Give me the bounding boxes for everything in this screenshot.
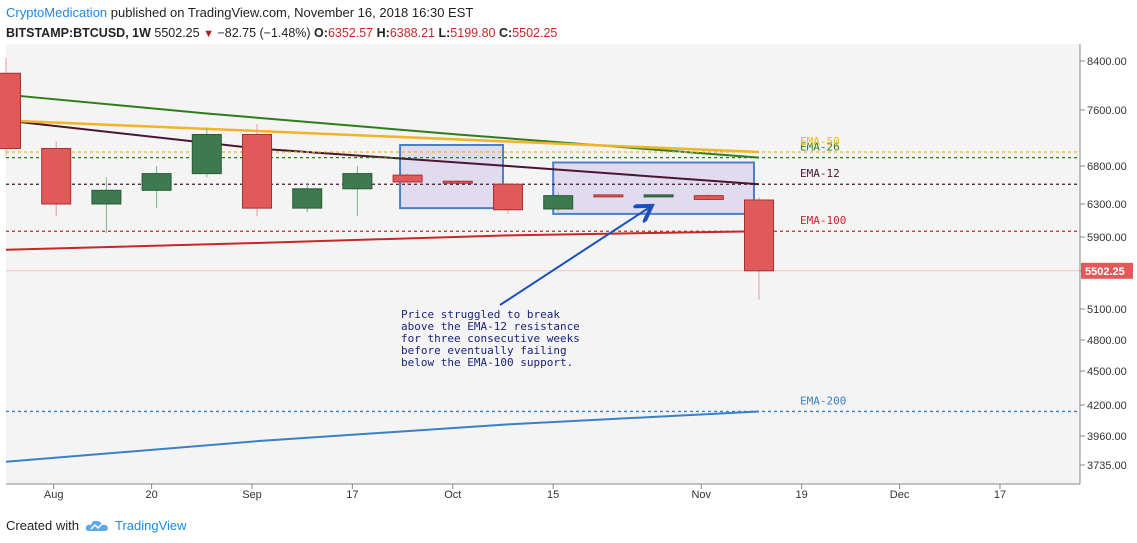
annotation-line: above the EMA-12 resistance (401, 320, 580, 333)
x-tick-label: Nov (691, 489, 711, 501)
x-tick-label: 19 (796, 489, 808, 501)
x-tick-label: 17 (346, 489, 358, 501)
x-tick-label: 20 (145, 489, 157, 501)
down-triangle-icon: ▼ (203, 28, 214, 40)
open-label: O: (314, 26, 328, 40)
ema-label: EMA-12 (800, 167, 840, 180)
low-value: 5199.80 (450, 26, 496, 40)
x-tick-label: 17 (994, 489, 1006, 501)
low-label: L: (438, 26, 451, 40)
close-value: 5502.25 (512, 26, 558, 40)
close-label: C: (498, 26, 513, 40)
plot-area[interactable] (6, 44, 1080, 484)
created-with-text: Created with (6, 518, 79, 533)
last-price-label: 5502.25 (1085, 266, 1125, 278)
candle-body (91, 189, 122, 205)
y-tick-label: 4200.00 (1087, 400, 1127, 412)
last-price: 5502.25 (154, 26, 200, 40)
chart-header: CryptoMedication published on TradingVie… (6, 4, 557, 42)
y-tick-label: 3960.00 (1087, 431, 1127, 443)
candle-body (191, 134, 222, 175)
candle-body (392, 174, 423, 183)
candle-body (693, 195, 724, 200)
open-value: 6352.57 (327, 26, 374, 40)
candle-body (442, 180, 473, 184)
candle-body (493, 183, 523, 211)
x-axis[interactable]: Aug 20 Sep 17 Oct 15 Nov 19 Dec 17 (44, 484, 1006, 501)
x-tick-label: 15 (547, 489, 559, 501)
y-tick-label: 4800.00 (1087, 335, 1127, 347)
y-tick-label: 8400.00 (1087, 56, 1127, 68)
ema-label: EMA-100 (800, 214, 846, 227)
last-price-badge (1081, 262, 1133, 279)
candle-body (593, 194, 624, 198)
publish-line: CryptoMedication published on TradingVie… (6, 4, 557, 22)
candle-body (292, 188, 323, 209)
x-tick-label: Sep (242, 489, 262, 501)
candle-body (643, 194, 674, 198)
annotation-group: Price struggled to break above the EMA-12… (401, 207, 650, 369)
candle-body (242, 134, 272, 209)
y-tick-label: 6800.00 (1087, 161, 1127, 173)
ema-curve (5, 410, 760, 463)
annotation-line: for three consecutive weeks (401, 332, 580, 345)
ema-curve (5, 119, 760, 154)
y-axis[interactable]: 8400.007600.006800.006300.005900.005500.… (1080, 56, 1133, 472)
range-box-october (552, 161, 755, 215)
candle-body (744, 199, 774, 272)
annotation-line: Price struggled to break (401, 308, 560, 321)
tradingview-cloud-icon (85, 520, 108, 531)
annotation-line: before eventually failing (401, 344, 567, 357)
author-link[interactable]: CryptoMedication (6, 5, 108, 20)
ema-curve (5, 230, 760, 251)
published-text: published on TradingView.com, November 1… (110, 5, 474, 20)
candle-body (0, 72, 21, 149)
y-tick-label: 7600.00 (1087, 105, 1127, 117)
candle-body (543, 195, 574, 210)
annotation-note: Price struggled to break above the EMA-12… (401, 308, 580, 369)
symbol-label: BITSTAMP:BTCUSD, 1W (6, 26, 151, 40)
y-tick-label: 4500.00 (1087, 366, 1127, 378)
y-tick-label: 3735.00 (1087, 460, 1127, 472)
y-tick-label: 6300.00 (1087, 199, 1127, 211)
ema-label: EMA-200 (800, 394, 846, 407)
candle-body (141, 173, 172, 191)
ema-label: EMA-50 (800, 135, 840, 148)
ema-curve (5, 119, 760, 186)
footer: Created with TradingView (6, 516, 187, 536)
high-label: H: (376, 26, 390, 40)
ohlc-line: BITSTAMP:BTCUSD, 1W 5502.25 ▼ −82.75 (−1… (6, 24, 557, 42)
candle-body (342, 173, 373, 190)
y-tick-label: 5100.00 (1087, 304, 1127, 316)
annotation-line: below the EMA-100 support. (401, 356, 573, 369)
y-tick-label: 5900.00 (1087, 232, 1127, 244)
price-change: −82.75 (−1.48%) (217, 26, 311, 40)
candle-body (41, 148, 72, 205)
x-tick-label: Dec (890, 489, 910, 501)
x-tick-label: Aug (44, 489, 64, 501)
candles (0, 57, 774, 300)
ema-label: EMA-26 (800, 141, 840, 154)
high-value: 6388.21 (389, 26, 435, 40)
x-tick-label: Oct (444, 489, 461, 501)
annotation-arrow (499, 207, 650, 306)
tradingview-link[interactable]: TradingView (114, 518, 187, 533)
